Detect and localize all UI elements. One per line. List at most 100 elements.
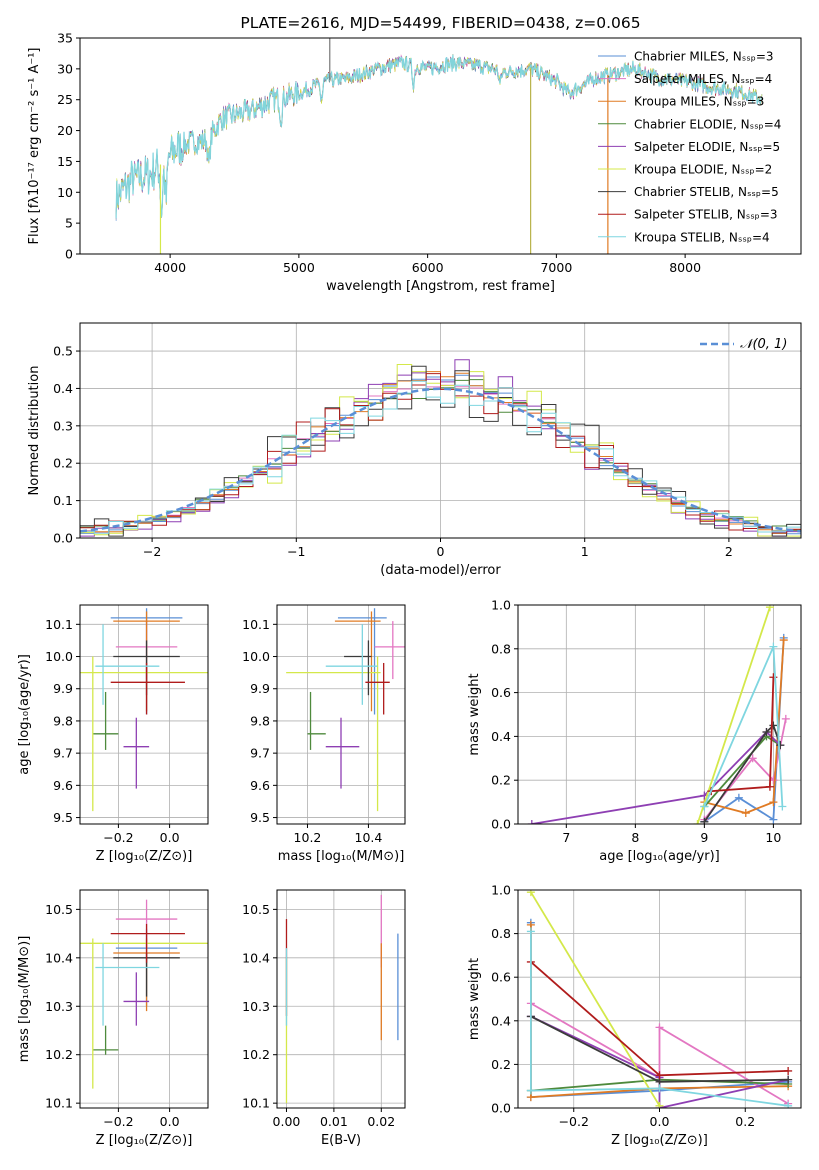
weight-marker-kroupa_stelib <box>526 927 535 936</box>
weight-marker-kroupa_stelib <box>526 1086 535 1095</box>
y-tick-label: 10.0 <box>242 649 270 664</box>
weight-line-salpeter_miles <box>530 1002 789 1105</box>
plot-area <box>285 894 399 1104</box>
y-axis-label: mass [log₁₀(M/M⊙)] <box>17 936 32 1063</box>
legend-label: Kroupa ELODIE, Nₛₛₚ=2 <box>634 163 772 177</box>
histogram-salpeter_stelib <box>80 373 801 537</box>
y-tick-label: 10.4 <box>242 950 270 965</box>
y-tick-label: 9.8 <box>53 713 73 728</box>
legend-label: Kroupa STELIB, Nₛₛₚ=4 <box>634 230 770 244</box>
y-tick-label: 9.6 <box>53 778 73 793</box>
y-tick-label: 10.2 <box>45 1047 73 1062</box>
legend-label: Salpeter ELODIE, Nₛₛₚ=5 <box>634 140 780 154</box>
weight-marker-salpeter_stelib <box>765 782 774 791</box>
panel-age_vs_mass: 10.2 10.4 9.5 9.6 9.7 9.8 9.9 10.0 10.1 mass [log… <box>242 604 406 864</box>
weight-marker-salpeter_stelib <box>784 1066 793 1075</box>
x-tick-label: 0.0 <box>650 1114 670 1129</box>
axes-frame <box>79 322 802 539</box>
panel-spectrum: 4000 5000 6000 7000 8000 0 5 10 15 20 25 30 35 wavele… <box>27 14 802 294</box>
y-tick-label: 0.8 <box>491 641 511 656</box>
y-tick-label: 10.3 <box>45 999 73 1014</box>
y-tick-label: 0.3 <box>53 418 73 433</box>
axes-frame <box>517 604 802 825</box>
y-axis-label: mass weight <box>467 673 482 755</box>
panel-mass_vs_Z: −0.2 0.0 10.1 10.2 10.3 10.4 10.5 Z [log₁₀(Z/Z⊙… <box>17 889 209 1148</box>
axes-frame <box>79 37 802 255</box>
panel-residuals: −2 −1 0 1 2 0.0 0.1 0.2 0.3 0.4 0.5 (data-model)/er… <box>27 322 802 578</box>
legend-label: Chabrier ELODIE, Nₛₛₚ=4 <box>634 117 781 131</box>
x-tick-label: 8000 <box>669 260 701 275</box>
panel-weight_vs_Z: −0.2 0.0 0.2 0.0 0.2 0.4 0.6 0.8 1.0 Z [log₁₀(Z/Z… <box>467 883 802 1148</box>
y-tick-label: 0.6 <box>491 685 511 700</box>
weight-marker-kroupa_stelib <box>769 642 778 651</box>
x-tick-label: 0.02 <box>367 1114 395 1129</box>
y-tick-label: 0.8 <box>491 926 511 941</box>
legend-label: Chabrier MILES, Nₛₛₚ=3 <box>634 50 774 64</box>
x-tick-label: 7 <box>562 830 570 845</box>
x-axis-label: (data-model)/error <box>380 563 501 578</box>
y-tick-label: 5 <box>65 216 73 231</box>
weight-line-kroupa_elodie <box>696 606 771 824</box>
y-tick-label: 9.7 <box>53 746 73 761</box>
y-tick-label: 30 <box>57 61 73 76</box>
weight-marker-salpeter_miles <box>781 714 790 723</box>
axes-frame <box>79 889 209 1109</box>
weight-marker-kroupa_miles <box>779 636 788 645</box>
y-axis-label: Flux [fλ10⁻¹⁷ erg cm⁻² s⁻¹ A⁻¹] <box>27 48 42 245</box>
x-tick-label: 5000 <box>283 260 315 275</box>
y-tick-label: 0.1 <box>53 493 73 508</box>
x-axis-label: Z [log₁₀(Z/Z⊙)] <box>96 1133 193 1148</box>
x-tick-label: 10.2 <box>294 830 322 845</box>
legend-label: Salpeter STELIB, Nₛₛₚ=3 <box>634 208 778 222</box>
weight-marker-chabrier_stelib <box>769 721 778 730</box>
y-tick-label: 9.7 <box>250 746 270 761</box>
chart-title: PLATE=2616, MJD=54499, FIBERID=0438, z=0… <box>240 14 640 32</box>
axes-frame <box>517 889 802 1109</box>
legend-label: Salpeter MILES, Nₛₛₚ=4 <box>634 72 772 86</box>
x-tick-label: 0.0 <box>160 830 180 845</box>
weight-marker-salpeter_stelib <box>655 1071 664 1080</box>
weight-marker-kroupa_stelib <box>655 1084 664 1093</box>
normal-curve <box>80 387 801 533</box>
y-tick-label: 10.1 <box>242 1096 270 1111</box>
panel-age_vs_Z: −0.2 0.0 9.5 9.6 9.7 9.8 9.9 10.0 10.1 Z [log₁₀(Z… <box>17 604 209 864</box>
weight-marker-kroupa_stelib <box>784 1101 793 1108</box>
y-tick-label: 9.5 <box>250 810 270 825</box>
legend-label: Chabrier STELIB, Nₛₛₚ=5 <box>634 185 779 199</box>
weight-marker-chabrier_miles <box>734 793 743 802</box>
plot-area <box>80 899 208 1089</box>
weight-marker-salpeter_miles <box>748 754 757 763</box>
panel-mass_vs_ebv: 0.00 0.01 0.02 10.1 10.2 10.3 10.4 10.5 E(B-V) <box>242 889 406 1148</box>
legend-label: Kroupa MILES, Nₛₛₚ=3 <box>634 95 764 109</box>
plot-area <box>80 359 801 537</box>
x-tick-label: −0.2 <box>103 1114 133 1129</box>
x-tick-label: 0.2 <box>735 1114 755 1129</box>
x-tick-label: −0.2 <box>103 830 133 845</box>
x-tick-label: 8 <box>631 830 639 845</box>
x-tick-label: 0.01 <box>320 1114 348 1129</box>
weight-marker-kroupa_stelib <box>700 802 709 811</box>
weight-line-salpeter_elodie <box>531 730 781 824</box>
weight-marker-kroupa_elodie <box>765 605 774 612</box>
y-tick-label: 9.6 <box>250 778 270 793</box>
y-tick-label: 9.9 <box>250 681 270 696</box>
weight-marker-kroupa_miles <box>741 809 750 818</box>
y-tick-label: 0 <box>65 247 73 262</box>
x-axis-label: E(B-V) <box>321 1133 361 1148</box>
y-tick-label: 0.5 <box>53 344 73 359</box>
y-tick-label: 1.0 <box>491 598 511 613</box>
weight-marker-kroupa_elodie <box>526 890 535 897</box>
plot-area <box>80 608 208 812</box>
y-tick-label: 15 <box>57 154 73 169</box>
x-tick-label: 6000 <box>412 260 444 275</box>
y-tick-label: 10.0 <box>45 649 73 664</box>
weight-marker-kroupa_elodie <box>655 1101 664 1108</box>
y-tick-label: 0.4 <box>53 381 73 396</box>
y-tick-label: 10.5 <box>242 902 270 917</box>
weight-marker-kroupa_miles <box>769 798 778 807</box>
x-tick-label: 10 <box>765 830 781 845</box>
y-tick-label: 0.2 <box>491 1057 511 1072</box>
y-tick-label: 10.5 <box>45 902 73 917</box>
y-tick-label: 25 <box>57 92 73 107</box>
axes-frame <box>79 604 209 825</box>
